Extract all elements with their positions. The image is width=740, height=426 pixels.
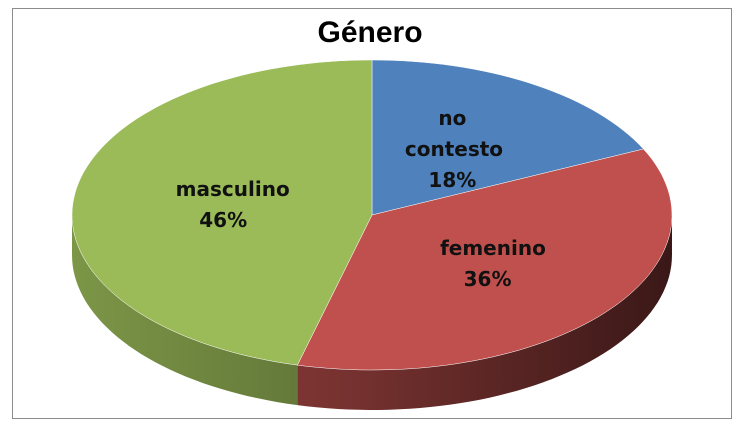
- slice: [371, 59, 644, 216]
- category-label: no contesto: [404, 106, 504, 162]
- data-label: femenino 36%: [428, 233, 548, 295]
- value-label: 46%: [199, 208, 248, 233]
- slice: [71, 59, 373, 406]
- value-label: 18%: [428, 168, 477, 193]
- slice-side: [297, 215, 672, 410]
- slice-top: [71, 59, 373, 366]
- slice: [297, 148, 673, 410]
- data-label: masculino 46%: [163, 174, 290, 236]
- category-label: femenino: [440, 236, 546, 261]
- chart-title: Género: [317, 16, 423, 49]
- slice-top: [297, 148, 673, 371]
- data-label: no contesto 18%: [392, 103, 512, 196]
- value-label: 36%: [463, 267, 512, 292]
- category-label: masculino: [175, 177, 290, 202]
- slice-top: [371, 59, 644, 216]
- slice-side: [72, 215, 298, 406]
